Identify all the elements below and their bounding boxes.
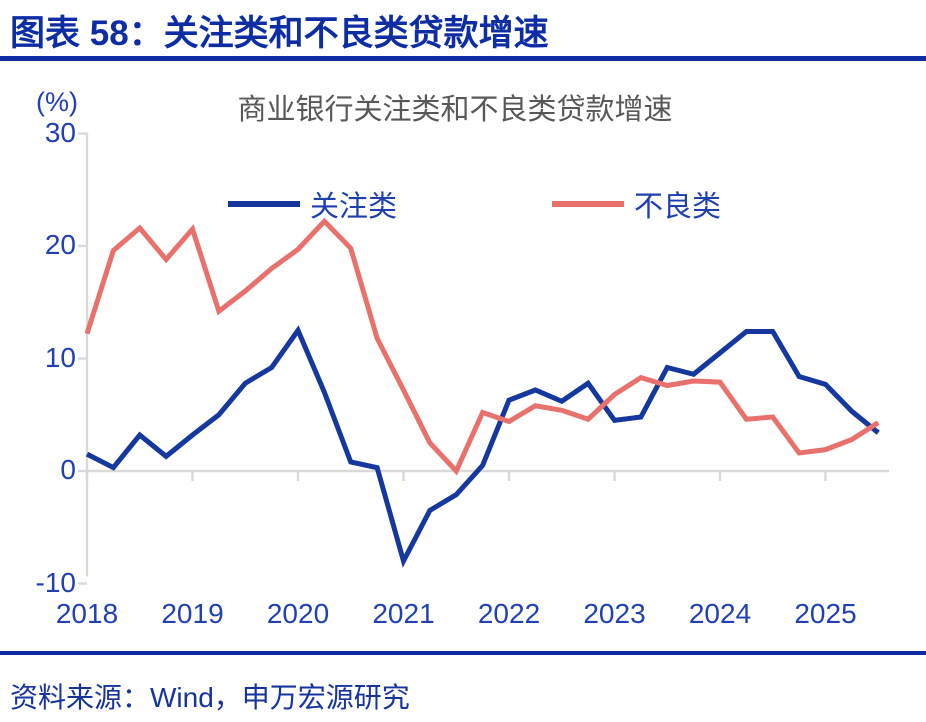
x-tick-label: 2019 bbox=[161, 598, 224, 629]
footer-rule bbox=[0, 651, 926, 655]
y-tick-label: 10 bbox=[44, 341, 76, 373]
series-line-non-performing bbox=[84, 217, 880, 476]
y-axis-unit-label: (%) bbox=[36, 87, 78, 117]
series-line-special-mention bbox=[85, 325, 880, 568]
header-rule bbox=[0, 56, 926, 61]
legend-item-non-performing: 不良类 bbox=[552, 189, 721, 223]
x-tick-label: 2025 bbox=[794, 598, 857, 629]
figure-title: 图表 58：关注类和不良类贷款增速 bbox=[10, 14, 549, 53]
source-line: 资料来源：Wind，申万宏源研究 bbox=[10, 682, 410, 713]
x-tick-label: 2018 bbox=[55, 598, 119, 629]
y-tick-label: 0 bbox=[60, 454, 76, 485]
legend-label: 关注类 bbox=[310, 191, 398, 223]
x-tick-label: 2023 bbox=[583, 598, 646, 629]
x-tick-label: 2020 bbox=[266, 598, 330, 629]
legend-label: 不良类 bbox=[634, 191, 722, 223]
y-tick-label: 30 bbox=[44, 116, 76, 148]
legend-line-swatch bbox=[552, 201, 624, 207]
y-tick-label: 20 bbox=[44, 229, 76, 260]
x-tick-label: 2022 bbox=[477, 598, 541, 629]
x-tick-label: 2024 bbox=[688, 598, 752, 629]
chart-title: 商业银行关注类和不良类贷款增速 bbox=[237, 94, 673, 126]
x-tick-label: 2021 bbox=[372, 598, 435, 629]
legend-line-swatch bbox=[228, 201, 300, 207]
legend-item-special-mention: 关注类 bbox=[228, 189, 397, 223]
y-tick-label: -10 bbox=[35, 566, 76, 598]
